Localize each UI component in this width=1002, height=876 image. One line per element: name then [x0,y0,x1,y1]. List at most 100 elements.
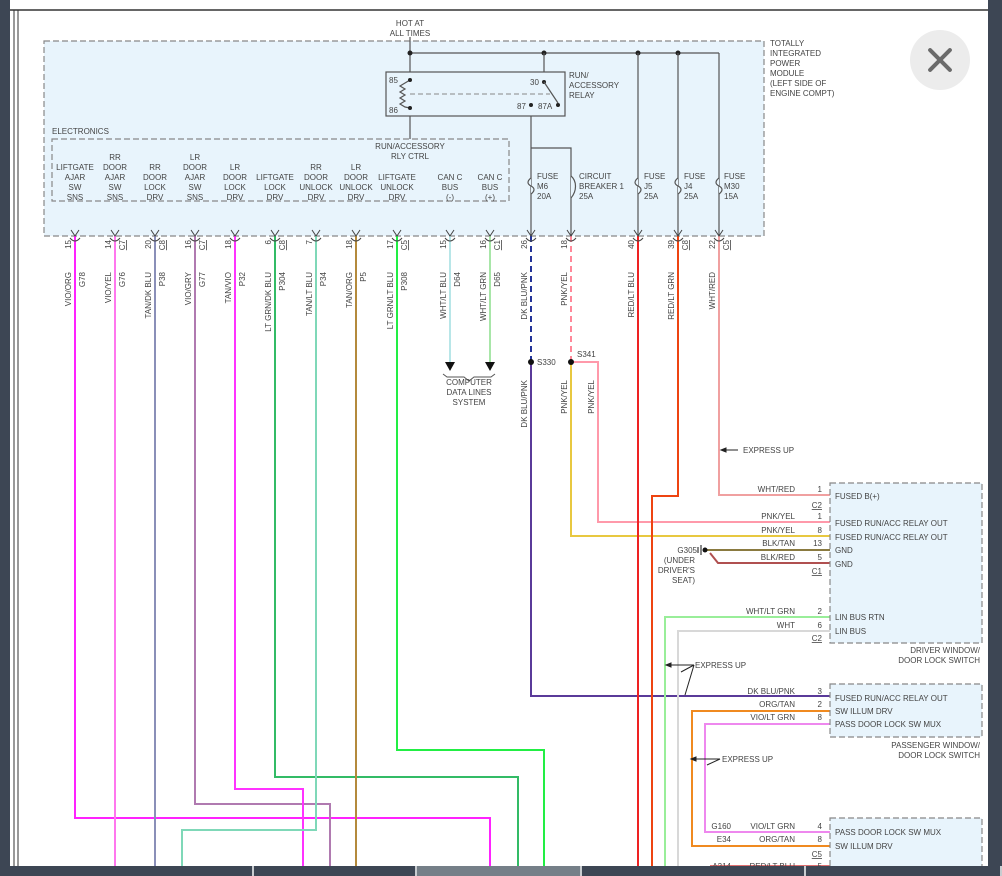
ground-location: DRIVER'S [658,566,695,575]
express-up-label: EXPRESS UP [743,446,794,455]
toolbar-segment[interactable] [582,866,806,876]
lower-module-function: PASS DOOR LOCK SW MUX [835,828,942,837]
relay-pin-30: 30 [530,78,539,87]
ground-location: SEAT) [672,576,695,585]
circuit-breaker-icon [570,175,577,199]
wire-pin: 17 [386,239,395,248]
wire-pin: 39 [667,239,676,248]
wire-circuit: P32 [238,271,247,286]
wire-color-code: VIO/ORG [64,272,73,306]
toolbar-segment-active[interactable] [417,866,582,876]
can-arrows [442,362,496,382]
circuit-label: LIFTGATE [256,173,294,182]
wire-circuit: P38 [158,271,167,286]
wire-circuit: G78 [78,271,87,287]
connector-terminal-icon [391,229,403,242]
driver-switch-wire: PNK/YEL [761,526,795,535]
wire-connector: C5 [400,239,409,250]
circuit-label: DOOR [143,173,167,182]
wire-circuit: P308 [400,271,409,290]
fuse-label: M30 [724,182,740,191]
driver-switch-function: GND [835,560,853,569]
close-button[interactable] [910,30,970,90]
splice-wire-label: PNK/YEL [587,379,596,413]
wire-vio-lt-grn [704,723,830,833]
circuit-label: SNS [107,193,123,202]
connector-terminal-icon [525,229,537,242]
tipm-title-line: TOTALLY [770,39,805,48]
relay-pin-87: 87 [517,102,526,111]
passenger-switch-wire: ORG/TAN [759,700,795,709]
driver-switch-function: LIN BUS RTN [835,613,885,622]
wire-color-code: TAN/DK BLU [144,272,153,319]
passenger-switch-function: PASS DOOR LOCK SW MUX [835,720,942,729]
wire-circuit: G77 [198,271,207,287]
wire-pin: 22 [708,239,717,248]
circuit-label: LR [190,153,200,162]
circuit-label: DRV [267,193,284,202]
wire-pin: 18 [345,239,354,248]
relay-ctrl-line: RUN/ACCESSORY [375,142,445,151]
driver-switch-wire: BLK/RED [761,553,795,562]
driver-switch-pin: 1 [818,485,823,494]
passenger-switch-pin: 3 [818,687,823,696]
wire-wht-red [718,236,830,496]
driver-switch-wire: WHT/RED [758,485,796,494]
wire-org-tan [691,710,830,847]
ground-id: G305 [677,546,697,555]
circuit-label: DRV [389,193,406,202]
circuit-label: RR [310,163,322,172]
driver-switch-title: DOOR LOCK SWITCH [898,656,980,665]
driver-switch-function: LIN BUS [835,627,866,636]
driver-switch-connector: C1 [812,567,823,576]
fuse-label: FUSE [644,172,665,181]
splice-s341: S341 [577,350,596,359]
passenger-switch-pin: 8 [818,713,823,722]
passenger-switch-wire: DK BLU/PNK [747,687,795,696]
wire-circuit: G76 [118,271,127,287]
wire-color-code: WHT/LT BLU [439,272,448,319]
circuit-label: LR [351,163,361,172]
fuse-label: 25A [579,192,594,201]
computer-data-lines-label: DATA LINES [446,388,491,397]
circuit-label: BUS [482,183,498,192]
wire-pin: 7 [305,239,314,244]
relay-title-line: RUN/ [569,71,589,80]
circuit-label: DRV [227,193,244,202]
power-bus [407,37,720,236]
lower-module-circuit: G160 [711,822,731,831]
driver-switch-wire: BLK/TAN [762,539,795,548]
fuse-label: J5 [644,182,653,191]
relay-title-line: RELAY [569,91,595,100]
passenger-switch-title: PASSENGER WINDOW/ [891,741,981,750]
wire-pnk-yel-8 [570,362,830,537]
wire-wht-lin [677,630,830,870]
wire-pin: 15 [64,239,73,248]
wire-color-code: WHT/LT GRN [479,272,488,321]
express-up-label: EXPRESS UP [695,661,746,670]
circuit-label: LOCK [144,183,166,192]
circuit-label: LIFTGATE [378,173,416,182]
driver-switch-function: FUSED B(+) [835,492,880,501]
fuse-label: CIRCUIT [579,172,612,181]
toolbar-segment[interactable] [254,866,417,876]
wire-color-code: LT GRN/DK BLU [264,272,273,332]
fuse-label: FUSE [537,172,558,181]
relay-pin-85: 85 [389,76,398,85]
circuit-label: BUS [442,183,458,192]
toolbar-segment[interactable] [806,866,1002,876]
passenger-switch-title: DOOR LOCK SWITCH [898,751,980,760]
wire-circuit: P304 [278,271,287,290]
wire-color-code: PNK/YEL [560,271,569,305]
electronics-circuits: LIFTGATEAJARSWSNSRRDOORAJARSWSNSRRDOORLO… [56,153,502,202]
fuse-icon [674,177,682,195]
circuit-label: CAN C [478,173,503,182]
driver-switch-wire: WHT [777,621,795,630]
driver-switch-connector: C2 [812,501,823,510]
circuit-label: LIFTGATE [56,163,94,172]
tipm-title-line: ENGINE COMPT) [770,89,835,98]
wire-connector: C7 [198,239,207,250]
toolbar-segment[interactable] [0,866,254,876]
splice-wire-label: PNK/YEL [560,379,569,413]
